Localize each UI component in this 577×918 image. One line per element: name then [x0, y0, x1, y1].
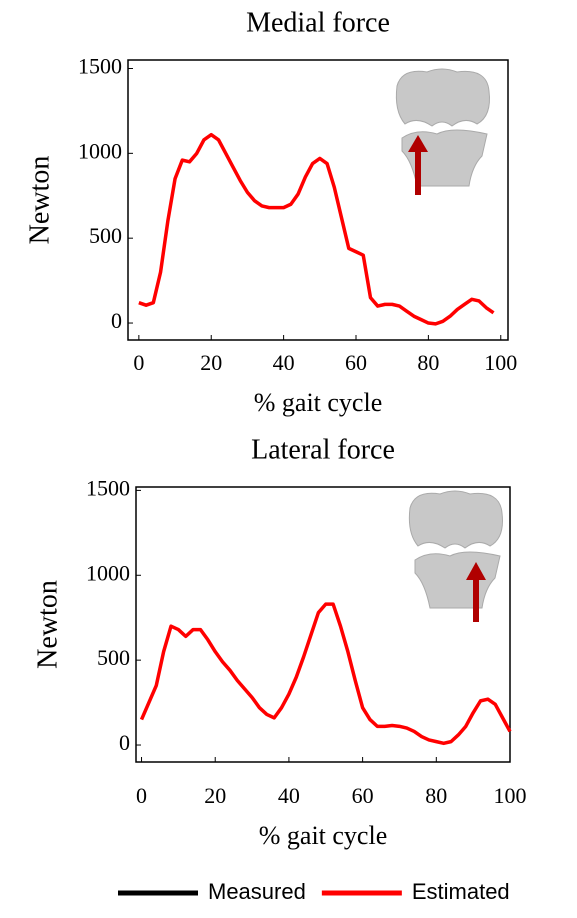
- y-axis-label: Newton: [32, 580, 63, 669]
- x-tick-label: 40: [273, 350, 295, 375]
- x-tick-label: 0: [133, 350, 144, 375]
- plot-frame: [127, 59, 509, 341]
- x-axis-label: % gait cycle: [254, 388, 383, 417]
- x-tick-label: 60: [352, 783, 374, 808]
- y-tick-label: 0: [119, 730, 130, 755]
- x-tick-label: 20: [204, 783, 226, 808]
- legend-label: Estimated: [412, 879, 510, 904]
- y-tick-label: 500: [89, 223, 122, 248]
- x-axis-label: % gait cycle: [259, 821, 388, 850]
- y-tick-label: 1000: [78, 138, 122, 163]
- legend-label: Measured: [208, 879, 306, 904]
- data-line: [139, 602, 512, 746]
- x-tick-label: 40: [278, 783, 300, 808]
- chart-title: Lateral force: [251, 434, 395, 465]
- y-tick-label: 0: [111, 308, 122, 333]
- x-tick-label: 20: [200, 350, 222, 375]
- chart-title: Medial force: [246, 7, 390, 38]
- y-tick-label: 1500: [78, 54, 122, 79]
- x-tick-label: 100: [484, 350, 517, 375]
- y-tick-label: 1000: [86, 560, 130, 585]
- y-tick-label: 500: [97, 645, 130, 670]
- x-tick-label: 60: [345, 350, 367, 375]
- x-tick-label: 80: [425, 783, 447, 808]
- legend: Measured Estimated: [118, 879, 510, 904]
- x-tick-label: 80: [417, 350, 439, 375]
- knee-icon: [408, 490, 503, 622]
- x-tick-label: 0: [136, 783, 147, 808]
- plot-frame: [135, 486, 511, 763]
- y-axis-label: Newton: [24, 156, 55, 245]
- knee-icon: [395, 68, 490, 195]
- y-tick-label: 1500: [86, 475, 130, 500]
- data-line: [138, 132, 495, 326]
- x-tick-label: 100: [494, 783, 527, 808]
